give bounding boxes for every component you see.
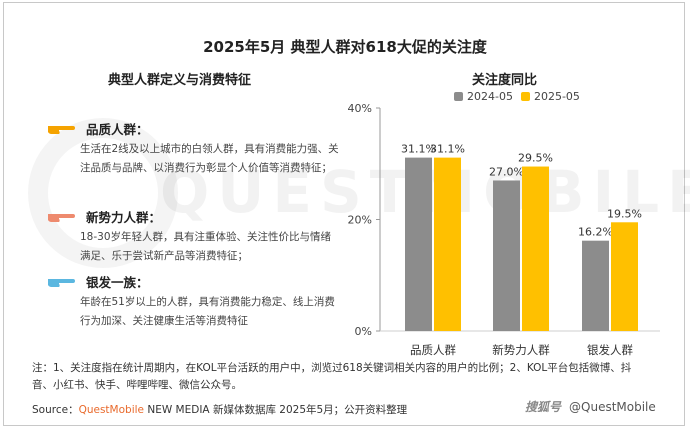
group-silver-title: 银发一族： (46, 272, 149, 291)
group-new-force-name: 新势力人群： (86, 210, 162, 225)
footnote: 注：1、关注度指在统计周期内，在KOL平台活跃的用户中，浏览过618关键词相关内… (32, 362, 632, 391)
group-quality-title: 品质人群： (46, 119, 149, 138)
footer-scene: 搜狐号 (525, 400, 562, 414)
source-rest: NEW MEDIA 新媒体数据库 2025年5月；公开资料整理 (144, 404, 408, 416)
group-new-force-title: 新势力人群： (46, 207, 161, 226)
chart-legend: 2024-05 2025-05 (446, 90, 580, 103)
group-quality-desc: 生活在2线及以上城市的白领人群，具有消费能力强、关注品质与品牌、以消费行为彰显个… (80, 143, 339, 174)
source-line: Source：QuestMobile NEW MEDIA 新媒体数据库 2025… (32, 402, 407, 417)
group-new-force-desc: 18-30岁年轻人群，具有注重体验、关注性价比与情绪满足、乐于尝试新产品等消费特… (80, 231, 332, 262)
source-brand: QuestMobile (78, 404, 144, 416)
group-silver-desc: 年龄在51岁以上的人群，具有消费能力稳定、线上消费行为加深、关注健康生活等消费特… (80, 296, 335, 327)
source-prefix: Source： (32, 404, 79, 416)
pointing-hand-icon (48, 213, 75, 222)
group-silver-name: 银发一族： (86, 275, 149, 290)
right-section-title: 关注度同比 (472, 73, 538, 88)
legend-label-2024: 2024-05 (467, 90, 513, 103)
legend-swatch-2024 (454, 92, 463, 101)
pointing-hand-icon (48, 278, 75, 287)
legend-label-2025: 2025-05 (533, 90, 580, 103)
pointing-hand-icon (48, 125, 75, 134)
footer-handle: @QuestMobile (569, 400, 656, 414)
group-quality-name: 品质人群： (86, 122, 149, 137)
footer-brand: 搜狐号 @QuestMobile (525, 398, 656, 415)
left-section-title: 典型人群定义与消费特征 (108, 73, 252, 88)
chart-title: 2025年5月 典型人群对618大促的关注度 (203, 38, 487, 56)
legend-swatch-2025 (520, 92, 530, 101)
